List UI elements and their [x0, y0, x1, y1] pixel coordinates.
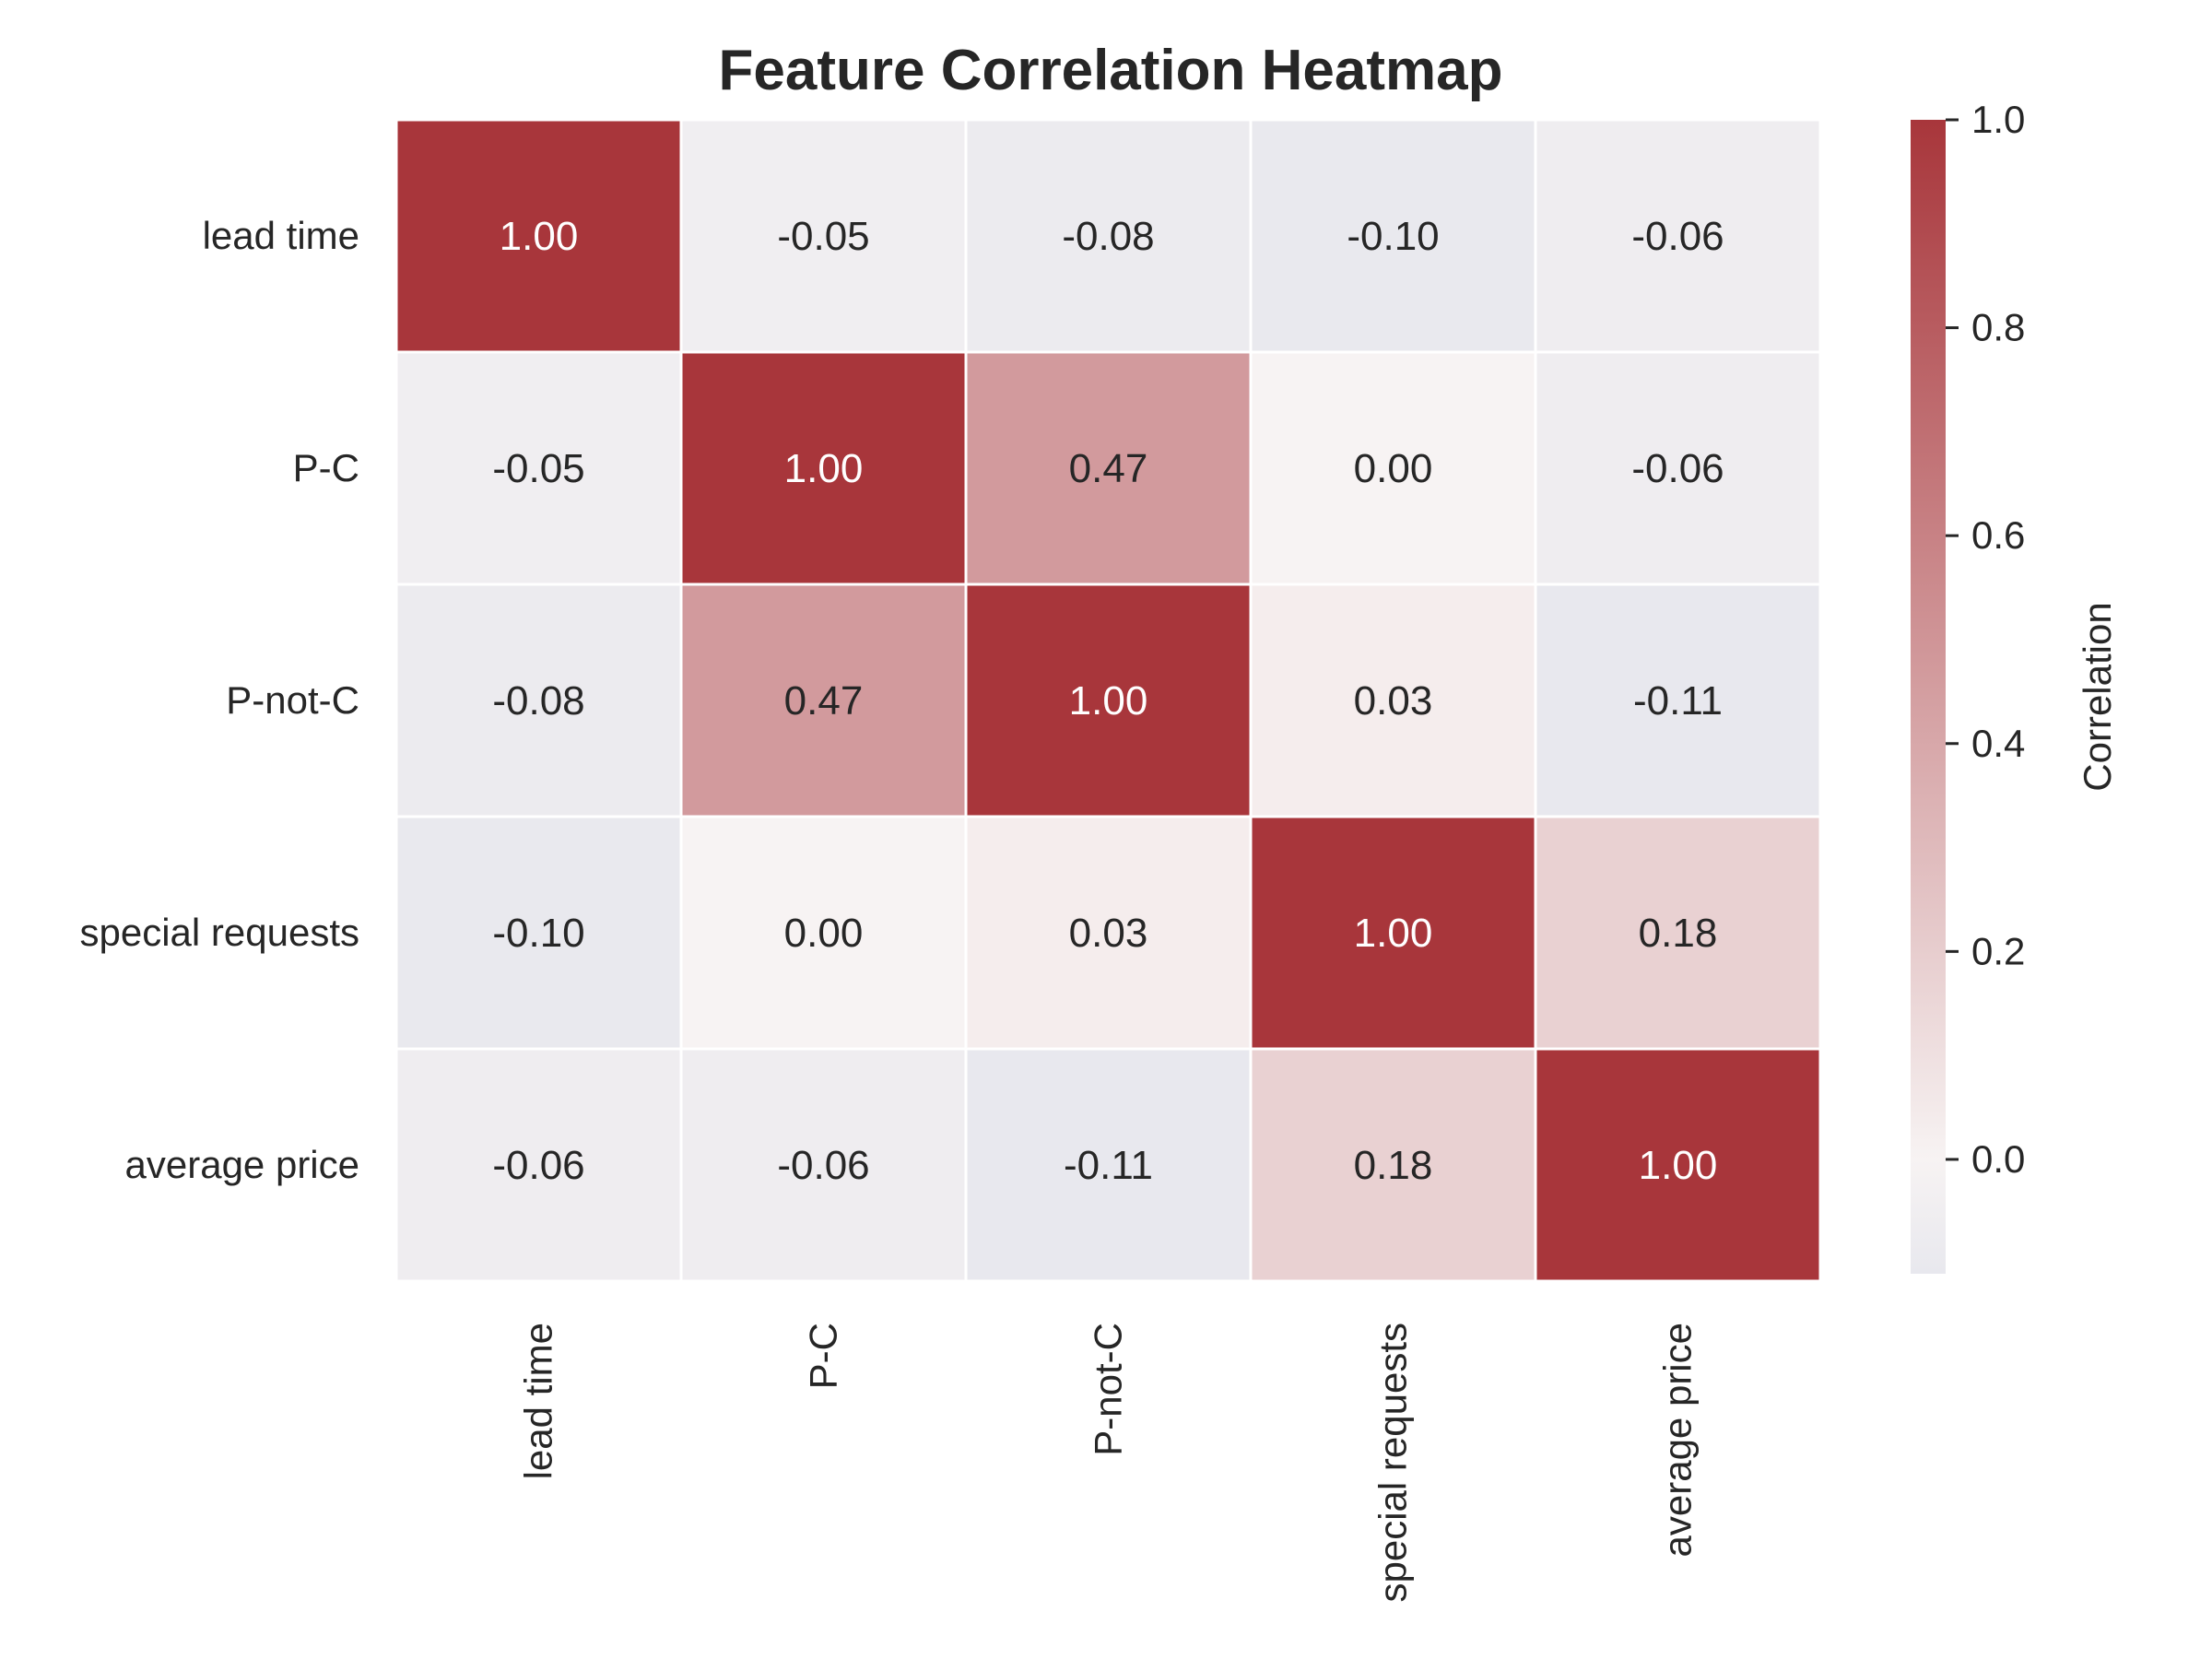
colorbar-tick-label: 0.2	[1971, 929, 2025, 972]
cell-value-label: 1.00	[1354, 911, 1433, 956]
heatmap-cell	[1249, 118, 1537, 354]
cell-value-label: -0.06	[1631, 214, 1724, 259]
column-label: average price	[1656, 1323, 1700, 1557]
heatmap-cell	[679, 118, 968, 354]
cell-value-label: -0.10	[492, 911, 584, 956]
cell-value-label: 0.00	[784, 911, 864, 956]
colorbar-tick-label: 0.4	[1971, 722, 2025, 765]
cell-value-label: 1.00	[500, 214, 579, 259]
colorbar-gradient	[1911, 120, 1946, 1274]
heatmap-cell	[964, 1047, 1253, 1283]
cell-value-label: 0.18	[1354, 1143, 1433, 1188]
cell-value-label: 0.03	[1069, 911, 1148, 956]
row-label: P-C	[293, 446, 359, 489]
cell-value-label: -0.11	[1064, 1143, 1153, 1188]
cell-value-label: -0.08	[492, 678, 584, 724]
colorbar-label: Correlation	[2076, 602, 2119, 791]
row-label: special requests	[80, 911, 360, 954]
heatmap-cell	[679, 815, 968, 1051]
cell-value-label: 0.18	[1639, 911, 1718, 956]
row-labels: lead time P-C P-not-C special requests avera…	[80, 214, 360, 1186]
heatmap-cell	[394, 350, 683, 586]
heatmap-cell	[964, 118, 1253, 354]
cell-value-label: 0.47	[1069, 446, 1148, 491]
heatmap-cell	[394, 1047, 683, 1283]
cell-value-label: -0.05	[492, 446, 584, 491]
heatmap-cell	[964, 350, 1253, 586]
heatmap-cell	[394, 815, 683, 1051]
colorbar-tick-label: 0.0	[1971, 1137, 2025, 1181]
column-labels: lead time P-C P-not-C special requests avera…	[517, 1323, 1700, 1603]
heatmap-cell	[394, 118, 683, 354]
colorbar: 0.0 0.2 0.4 0.6 0.8 1.0 Correlation	[1911, 98, 2119, 1274]
cell-value-label: 0.03	[1354, 678, 1433, 724]
colorbar-tick-label: 0.6	[1971, 513, 2025, 557]
cell-value-label: 0.00	[1354, 446, 1433, 491]
heatmap-cell	[1534, 1047, 1822, 1283]
colorbar-tick-label: 0.8	[1971, 306, 2025, 349]
cell-value-label: -0.06	[1631, 446, 1724, 491]
cell-value-label: -0.11	[1633, 678, 1723, 724]
cell-value-label: 1.00	[784, 446, 864, 491]
cell-value-label: -0.08	[1062, 214, 1154, 259]
row-label: lead time	[203, 214, 359, 257]
heatmap-cell	[1534, 118, 1822, 354]
heatmap-cell	[1534, 350, 1822, 586]
row-label: average price	[125, 1143, 359, 1186]
heatmap-cell	[1534, 815, 1822, 1051]
heatmap-cells: 1.00 -0.05 -0.08 -0.10 -0.06 -0.05 1.00 0.47 0.0…	[394, 118, 1822, 1283]
cell-value-label: 1.00	[1069, 678, 1148, 724]
column-label: P-not-C	[1087, 1323, 1130, 1456]
heatmap-cell	[964, 582, 1253, 818]
cell-value-label: -0.10	[1347, 214, 1439, 259]
column-label: lead time	[517, 1323, 560, 1479]
cell-value-label: -0.05	[777, 214, 869, 259]
column-label: P-C	[802, 1323, 845, 1389]
heatmap-cell	[1534, 582, 1822, 818]
chart-title: Feature Correlation Heatmap	[719, 39, 1503, 102]
heatmap-cell	[1249, 582, 1537, 818]
row-label: P-not-C	[226, 678, 359, 722]
heatmap-cell	[964, 815, 1253, 1051]
cell-value-label: -0.06	[777, 1143, 869, 1188]
heatmap-cell	[679, 1047, 968, 1283]
heatmap-cell	[679, 582, 968, 818]
cell-value-label: 0.47	[784, 678, 864, 724]
colorbar-tick-label: 1.0	[1971, 98, 2025, 141]
column-label: special requests	[1371, 1323, 1415, 1603]
cell-value-label: 1.00	[1639, 1143, 1718, 1188]
cell-value-label: -0.06	[492, 1143, 584, 1188]
heatmap-cell	[1249, 815, 1537, 1051]
